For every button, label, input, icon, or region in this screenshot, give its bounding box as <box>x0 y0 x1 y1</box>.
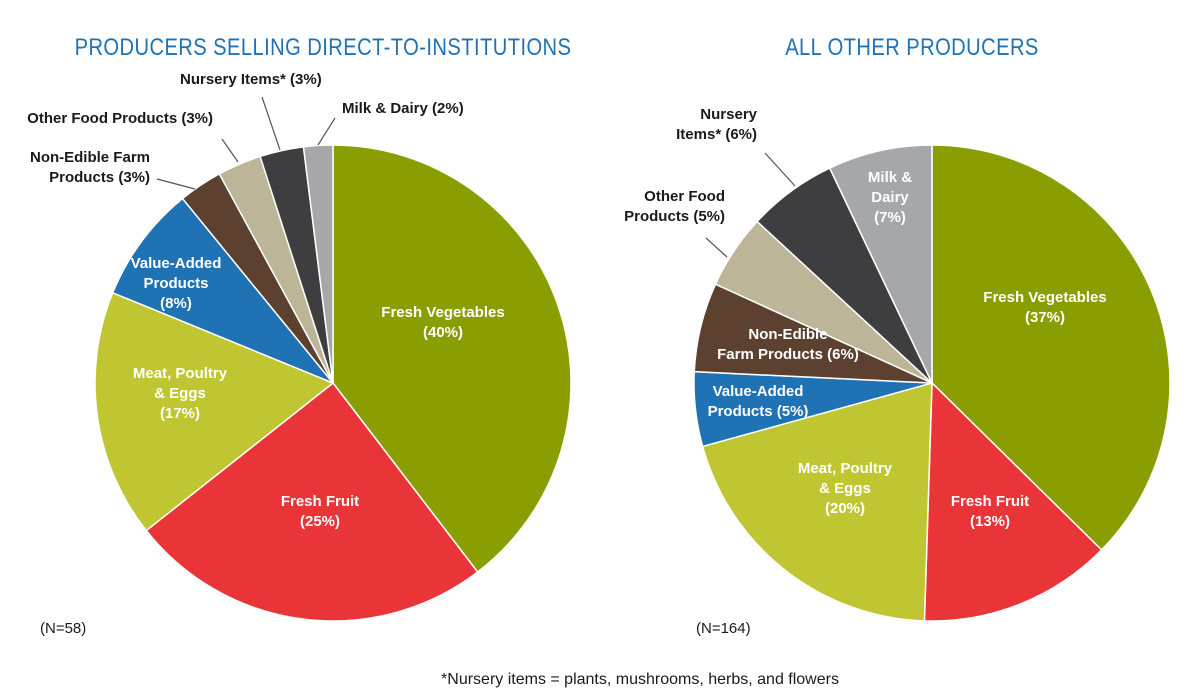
slice-label: Fresh Fruit (25%) <box>281 493 359 530</box>
slice-label: Value-Added Products (8%) <box>131 255 222 312</box>
pie-slice-fresh-vegetables <box>332 144 572 574</box>
slice-label: Non-Edible Farm Products (3%) <box>30 149 150 186</box>
chart-2-n-label: (N=164) <box>696 620 751 637</box>
pie-slice-milk-dairy <box>302 144 334 384</box>
pie-slice-milk-dairy <box>828 144 933 384</box>
pie-slice-fresh-fruit <box>923 381 1103 622</box>
slice-label: Other Food Products (5%) <box>624 188 725 225</box>
chart-2-title: ALL OTHER PRODUCERS <box>785 33 1039 60</box>
slice-label: Fresh Vegetables (37%) <box>983 289 1106 326</box>
slice-label: Fresh Fruit (13%) <box>951 493 1029 530</box>
leader-line <box>705 237 728 258</box>
slice-label: Meat, Poultry & Eggs (17%) <box>133 365 228 422</box>
pie-chart-all-other-producers: Fresh Vegetables (37%) Fresh Fruit (13%) Mea… <box>624 106 1171 622</box>
slice-label: Nursery Items* (6%) <box>676 106 758 143</box>
leader-line <box>156 178 196 190</box>
slice-label: Meat, Poultry & Eggs (20%) <box>798 460 893 517</box>
footnote: *Nursery items = plants, mushrooms, herb… <box>441 671 839 688</box>
leader-line <box>764 152 796 187</box>
pie-chart-direct-to-institutions: Fresh Vegetables (40%) Fresh Fruit (25%) Mea… <box>27 71 572 622</box>
pie-slice-meat-poultry-eggs <box>701 382 933 622</box>
pie-slice-fresh-vegetables <box>931 144 1171 552</box>
slice-label: Value-Added Products (5%) <box>708 383 809 420</box>
slice-label: Milk & Dairy (2%) <box>342 100 464 117</box>
pie-slice-value-added-products <box>111 197 334 384</box>
slice-label: Fresh Vegetables (40%) <box>381 304 504 341</box>
pie-slice-fresh-fruit <box>145 381 479 622</box>
slice-label: Milk & Dairy (7%) <box>868 169 912 226</box>
slice-label: Nursery Items* (3%) <box>180 71 322 88</box>
leader-line <box>317 117 336 146</box>
slice-label: Non-Edible Farm Products (6%) <box>717 326 859 363</box>
chart-1-title: PRODUCERS SELLING DIRECT-TO-INSTITUTIONS <box>75 33 572 60</box>
leader-line <box>221 138 239 163</box>
chart-1-n-label: (N=58) <box>40 620 86 637</box>
leader-line <box>261 96 281 151</box>
slice-label: Other Food Products (3%) <box>27 110 213 127</box>
pie-slice-meat-poultry-eggs <box>94 291 335 532</box>
